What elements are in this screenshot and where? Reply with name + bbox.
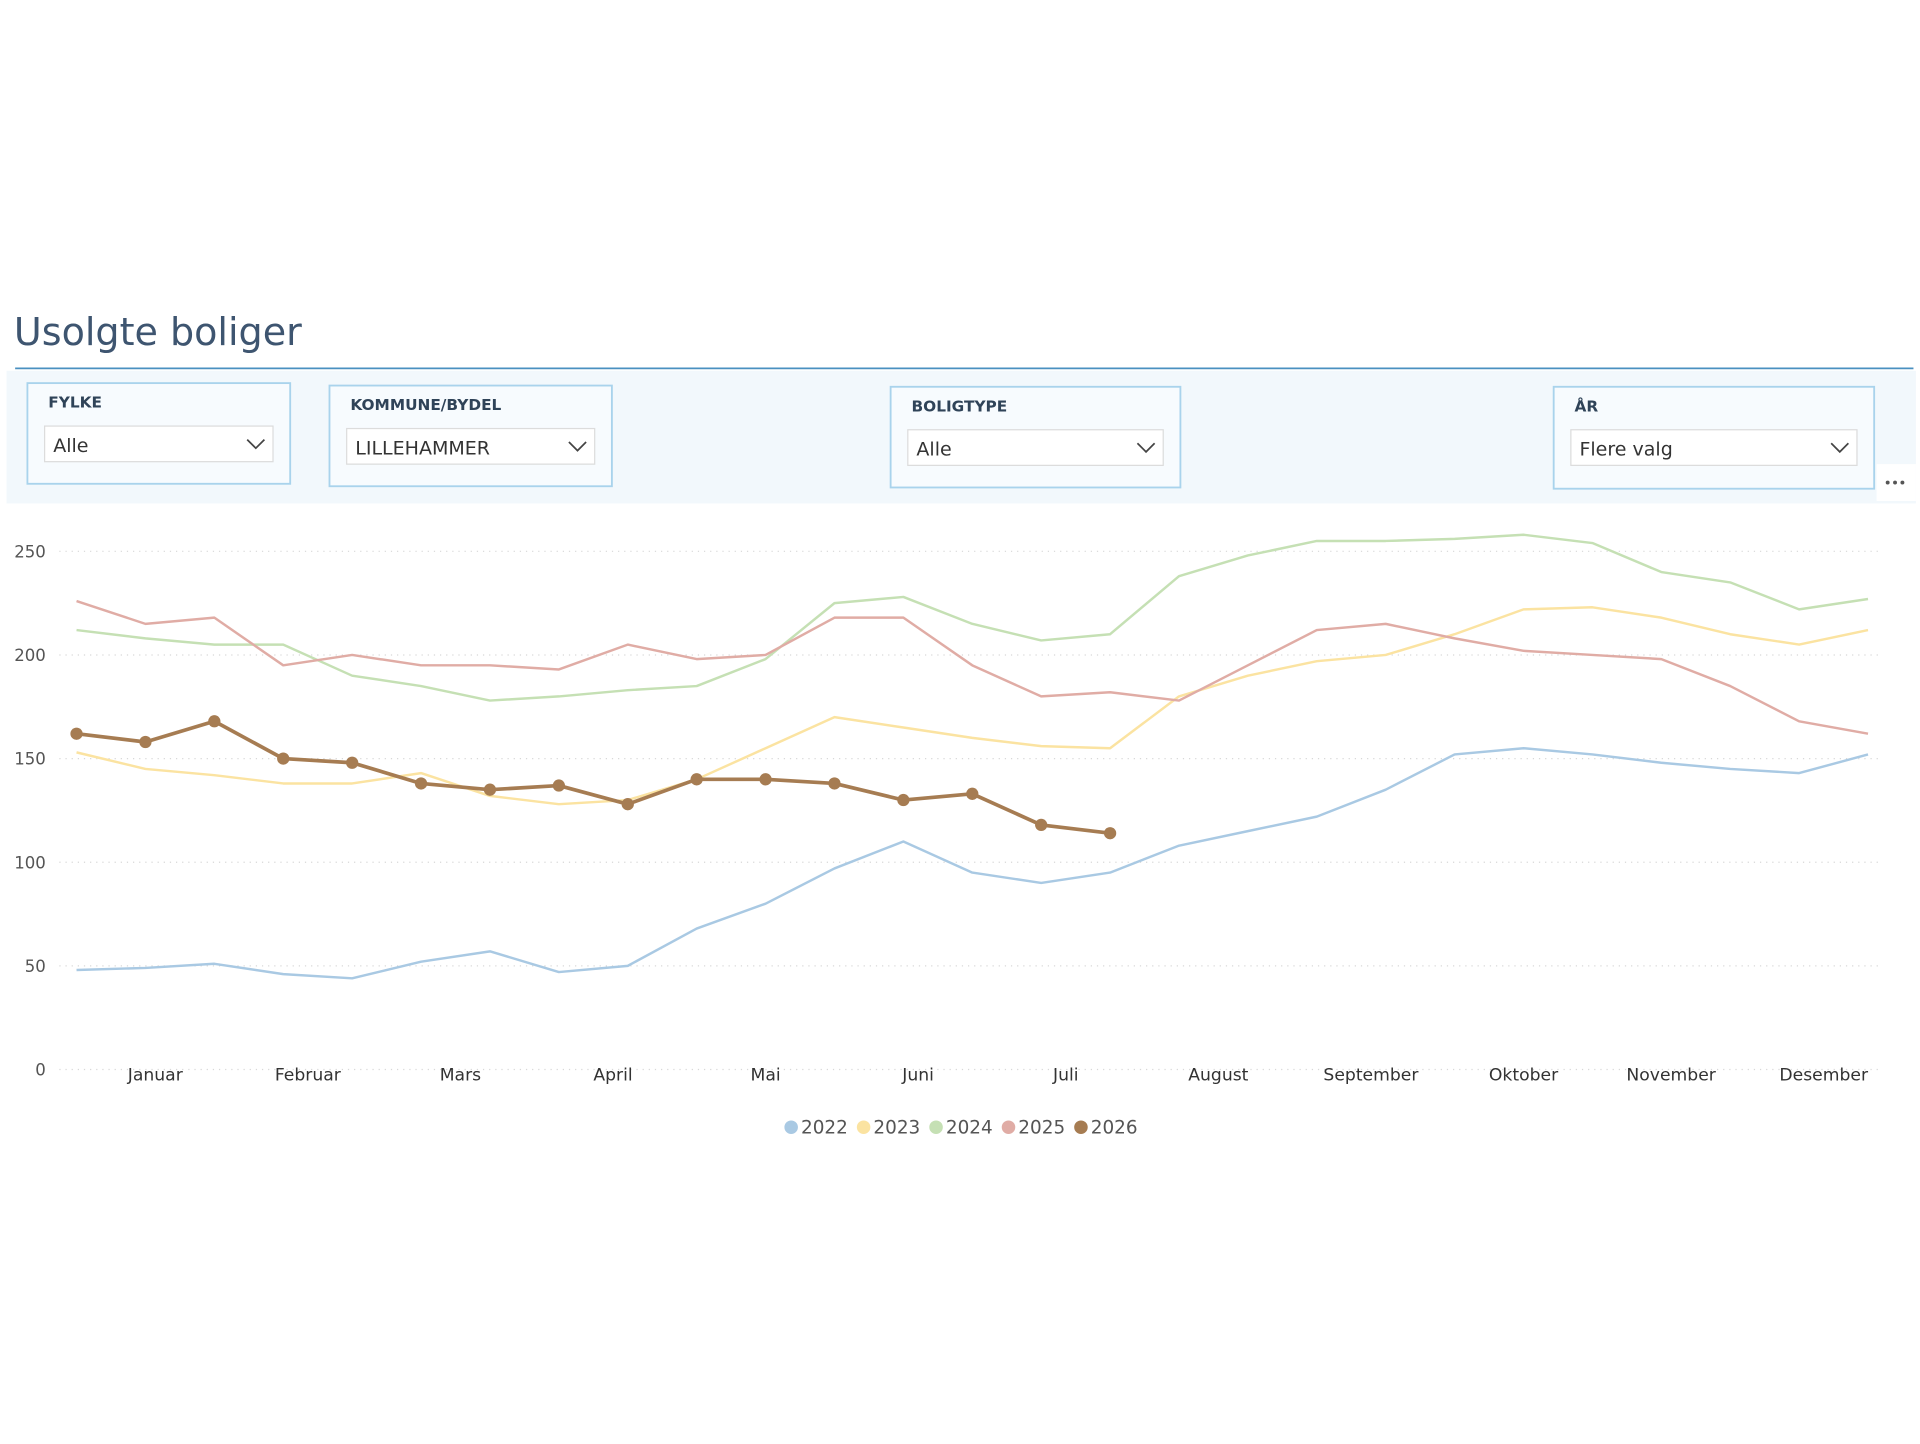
chevron — [246, 438, 266, 450]
slicer-label: FYLKE — [48, 394, 102, 412]
dot — [1885, 480, 1890, 485]
x-tick-label: Mars — [440, 1066, 481, 1086]
legend-swatch — [856, 1120, 871, 1134]
more-options[interactable] — [1876, 464, 1916, 501]
data-point — [414, 777, 428, 790]
data-point — [897, 793, 910, 807]
slicer-label: ÅR — [1575, 396, 1599, 415]
dot — [1893, 480, 1898, 485]
x-tick-label: November — [1626, 1066, 1716, 1086]
x-tick-label: September — [1323, 1066, 1419, 1086]
y-tick-label: 200 — [14, 646, 46, 665]
data-point — [759, 773, 772, 786]
data-point — [139, 735, 152, 749]
series-line — [76, 533, 1869, 702]
legend-label: 2022 — [801, 1117, 848, 1138]
legend-label: 2023 — [873, 1117, 920, 1138]
data-point — [346, 756, 359, 769]
dropdown[interactable] — [1570, 429, 1858, 466]
slicer-label: BOLIGTYPE — [911, 397, 1007, 415]
chevron — [1830, 442, 1849, 454]
dropdown[interactable] — [346, 427, 596, 465]
x-tick-label: Februar — [275, 1066, 342, 1086]
legend-label: 2024 — [946, 1117, 993, 1138]
data-point — [1035, 818, 1048, 832]
dropdown-value: LILLEHAMMER — [355, 437, 490, 459]
data-point — [483, 783, 497, 796]
x-tick-label: Mai — [750, 1066, 780, 1086]
legend-label: 2025 — [1018, 1117, 1065, 1138]
legend-swatch — [929, 1120, 943, 1134]
chevron — [1136, 442, 1156, 454]
y-tick-label: 0 — [35, 1061, 46, 1080]
x-tick-label: Juni — [901, 1066, 934, 1086]
y-tick-label: 50 — [25, 957, 46, 976]
data-point — [1103, 827, 1117, 840]
x-tick-label: Oktober — [1489, 1066, 1559, 1086]
series-line — [76, 599, 1869, 735]
x-tick-label: April — [593, 1066, 632, 1086]
legend-swatch — [784, 1120, 798, 1134]
series-line — [76, 746, 1869, 980]
x-tick-label: Januar — [127, 1066, 184, 1086]
x-tick-label: Desember — [1779, 1066, 1869, 1086]
dropdown-value: Flere valg — [1579, 439, 1672, 461]
y-tick-label: 150 — [14, 750, 46, 769]
data-point — [621, 798, 634, 811]
dot — [1900, 480, 1905, 485]
x-tick-label: August — [1188, 1066, 1248, 1086]
data-point — [828, 777, 841, 790]
data-point — [552, 779, 565, 792]
dropdown-value: Alle — [916, 439, 951, 461]
legend-swatch — [1074, 1120, 1088, 1134]
series-line — [76, 606, 1869, 806]
dropdown[interactable] — [907, 429, 1164, 466]
data-point — [277, 752, 290, 765]
slicer-label: KOMMUNE/BYDEL — [350, 396, 501, 414]
legend-label: 2026 — [1091, 1117, 1138, 1138]
chevron — [568, 441, 587, 452]
page-title: Usolgte boliger — [14, 310, 302, 354]
dropdown-value: Alle — [53, 435, 88, 457]
x-tick-label: Juli — [1052, 1066, 1079, 1086]
data-point — [690, 773, 703, 786]
legend-swatch — [1001, 1120, 1016, 1134]
data-point — [208, 715, 221, 728]
y-tick-label: 100 — [14, 853, 46, 872]
y-tick-label: 250 — [14, 542, 46, 561]
data-point — [966, 787, 979, 800]
series-line — [76, 719, 1111, 836]
data-point — [70, 727, 83, 740]
dropdown[interactable] — [43, 425, 274, 463]
